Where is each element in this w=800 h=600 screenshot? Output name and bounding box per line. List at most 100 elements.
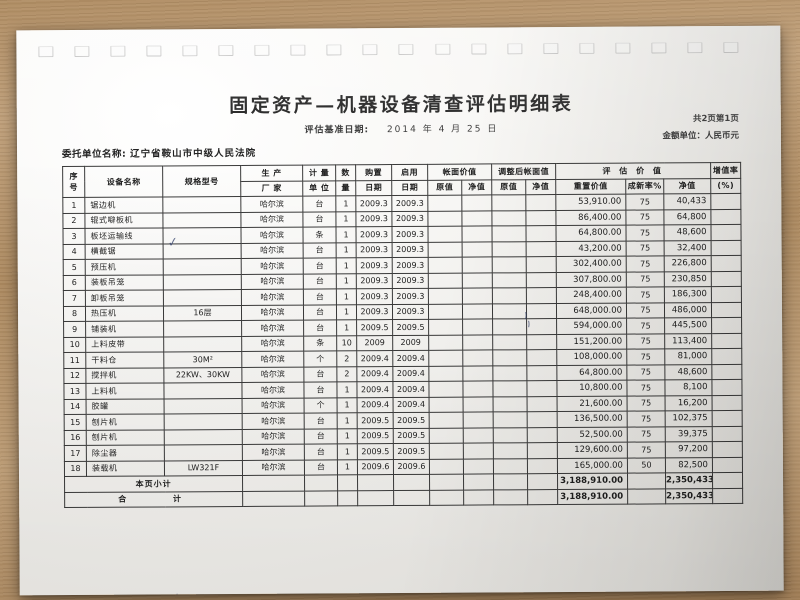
row-new-rate: 75: [626, 317, 665, 334]
row-increase-rate: [711, 348, 742, 365]
row-model: [163, 382, 243, 399]
row-new-rate: 75: [625, 193, 664, 210]
row-book-original: [428, 241, 463, 258]
row-net-value: 32,400: [664, 240, 712, 256]
client-line: 委托单位名称: 辽宁省鞍山市中级人民法院: [62, 142, 741, 160]
row-net-value: 82,500: [665, 457, 713, 473]
row-purchase-date: 2009.4: [356, 350, 393, 367]
row-quantity: 1: [335, 226, 357, 243]
row-model: LW321F: [164, 459, 243, 476]
row-index: 1: [62, 197, 85, 214]
row-net-value: 40,433: [663, 193, 711, 210]
row-adjusted-net: [526, 334, 557, 350]
row-index: 4: [63, 243, 86, 260]
grand-total-net-value: 2,350,433: [665, 488, 713, 504]
row-book-original: [429, 458, 464, 475]
row-unit: 台: [304, 443, 338, 460]
row-equipment-name: 上料皮带: [85, 336, 164, 353]
row-model: [163, 335, 242, 352]
paper-sheet: 固定资产—机器设备清查评估明细表 评估基准日期: 2014 年 4 月 25 日…: [16, 25, 784, 596]
row-equipment-name: 铺装机: [85, 320, 164, 337]
row-adjusted-original: [492, 334, 527, 350]
row-book-original: [427, 226, 463, 242]
row-book-net: [461, 194, 492, 211]
row-net-value: 186,300: [664, 286, 712, 303]
row-replacement-value: 43,200.00: [556, 240, 627, 257]
th-model: 规格型号: [162, 165, 241, 197]
row-increase-rate: [712, 441, 743, 458]
row-unit: 台: [303, 304, 337, 321]
row-quantity: 1: [336, 381, 358, 398]
row-model: 22KW、30KW: [163, 366, 242, 383]
row-start-date: 2009.4: [392, 350, 429, 367]
row-adjusted-net: [527, 411, 558, 428]
subtotal-increase-rate: [712, 472, 743, 489]
client-label: 委托单位名称:: [62, 148, 127, 161]
row-index: 15: [64, 414, 87, 431]
row-factory: 哈尔滨: [241, 273, 304, 290]
row-book-original: [428, 381, 464, 397]
row-new-rate: 75: [626, 364, 665, 381]
row-adjusted-original: [491, 194, 526, 211]
base-date-label: 评估基准日期:: [304, 125, 370, 136]
row-equipment-name: 辊式噼板机: [84, 212, 163, 229]
row-adjusted-original: [491, 210, 526, 226]
row-adjusted-original: [492, 349, 527, 366]
row-purchase-date: 2009.6: [357, 459, 394, 475]
row-unit: 台: [304, 412, 338, 429]
row-index: 9: [63, 321, 86, 338]
row-unit: 台: [303, 257, 337, 274]
row-unit: 台: [304, 428, 338, 445]
row-adjusted-original: [492, 365, 527, 381]
row-net-value: 113,400: [664, 333, 712, 349]
row-adjusted-net: [527, 442, 558, 459]
row-book-net: [461, 225, 493, 242]
row-book-original: [428, 257, 463, 273]
th-factory-bottom: 厂 家: [240, 180, 303, 197]
row-quantity: 1: [335, 195, 356, 212]
row-new-rate: 75: [627, 441, 666, 458]
th-qty-top: 数: [335, 164, 356, 181]
row-purchase-date: 2009.4: [357, 397, 394, 413]
row-net-value: 102,375: [665, 410, 713, 427]
th-book-net: 净值: [461, 179, 492, 196]
row-unit: 台: [302, 211, 336, 228]
row-factory: 哈尔滨: [241, 289, 304, 305]
row-adjusted-original: [492, 318, 527, 335]
row-increase-rate: [711, 332, 742, 349]
row-factory: 哈尔滨: [240, 227, 304, 243]
row-increase-rate: [711, 363, 742, 380]
row-replacement-value: 52,500.00: [557, 426, 628, 443]
grand-total-blank-cell: [337, 490, 358, 506]
row-start-date: 2009.5: [393, 427, 430, 444]
row-start-date: 2009.3: [392, 272, 429, 289]
grand-total-increase-rate: [712, 487, 743, 504]
row-book-net: [462, 380, 494, 397]
row-equipment-name: 卸板吊笼: [85, 289, 164, 306]
row-increase-rate: [710, 193, 741, 210]
row-index: 6: [63, 274, 86, 291]
row-new-rate: 75: [626, 379, 666, 396]
row-start-date: 2009.3: [392, 241, 429, 258]
row-start-date: 2009.3: [392, 257, 429, 274]
subtotal-blank-cell: [304, 474, 338, 491]
row-book-original: [428, 303, 463, 320]
row-increase-rate: [712, 456, 743, 473]
subtotal-net-value: 2,350,433: [665, 472, 713, 489]
th-index-bottom: 号: [69, 182, 79, 193]
row-new-rate: 75: [625, 209, 664, 226]
row-unit: 台: [303, 242, 337, 259]
row-quantity: 1: [336, 273, 357, 289]
subtotal-blank-cell: [357, 474, 394, 491]
subtotal-blank-cell: [463, 473, 494, 490]
row-replacement-value: 21,600.00: [557, 395, 628, 412]
row-model: [162, 196, 241, 213]
th-factory-top: 生 产: [240, 165, 303, 181]
row-replacement-value: 64,800.00: [556, 364, 627, 381]
row-factory: 哈尔滨: [240, 196, 303, 212]
row-book-net: [462, 241, 493, 258]
row-index: 13: [63, 383, 87, 400]
row-book-original: [428, 319, 463, 335]
row-net-value: 226,800: [664, 255, 712, 272]
row-adjusted-original: [493, 458, 528, 474]
